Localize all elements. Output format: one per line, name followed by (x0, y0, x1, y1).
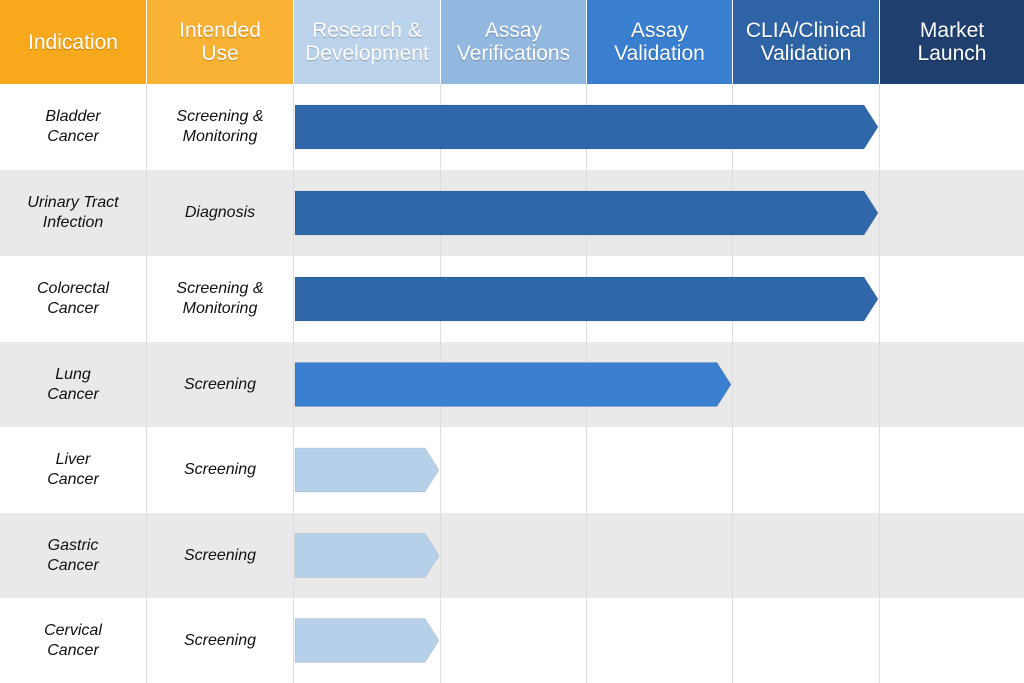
table-row: Urinary Tract Infection Diagnosis (0, 170, 1024, 256)
table-row: Bladder Cancer Screening & Monitoring (0, 84, 1024, 170)
header-market-launch: Market Launch (880, 0, 1024, 84)
table-row: Cervical Cancer Screening (0, 598, 1024, 683)
row-indication: Gastric Cancer (47, 536, 99, 574)
row-indication: Colorectal Cancer (36, 280, 110, 317)
table-row: Liver Cancer Screening (0, 427, 1024, 513)
row-indication: Liver Cancer (47, 451, 99, 488)
column-divider (879, 84, 880, 683)
column-divider (146, 84, 147, 683)
header-research-development: Research & Development (294, 0, 440, 84)
row-indication: Bladder Cancer (45, 108, 101, 145)
header-assay-verifications: Assay Verifications (441, 0, 586, 84)
column-divider (732, 84, 733, 683)
row-intended-use: Screening (183, 546, 257, 564)
row-intended-use: Screening (183, 461, 257, 478)
row-intended-use: Screening & Monitoring (176, 108, 264, 145)
row-intended-use: Screening & Monitoring (176, 280, 264, 317)
column-divider (586, 84, 587, 683)
row-intended-use: Screening (183, 631, 257, 649)
row-indication: Urinary Tract Infection (27, 194, 119, 231)
row-intended-use: Diagnosis (184, 204, 256, 221)
row-indication: Lung Cancer (47, 365, 99, 403)
header-intended-use: Intended Use (147, 0, 293, 84)
table-row: Lung Cancer Screening (0, 342, 1024, 427)
header-clia-clinical-validation: CLIA/Clinical Validation (733, 0, 879, 84)
header-indication: Indication (0, 0, 146, 84)
row-intended-use: Screening (183, 375, 257, 393)
column-divider (440, 84, 441, 683)
row-indication: Cervical Cancer (44, 621, 102, 659)
column-divider (293, 84, 294, 683)
table-row: Colorectal Cancer Screening & Monitoring (0, 256, 1024, 342)
header-assay-validation: Assay Validation (587, 0, 732, 84)
table-row: Gastric Cancer Screening (0, 513, 1024, 598)
